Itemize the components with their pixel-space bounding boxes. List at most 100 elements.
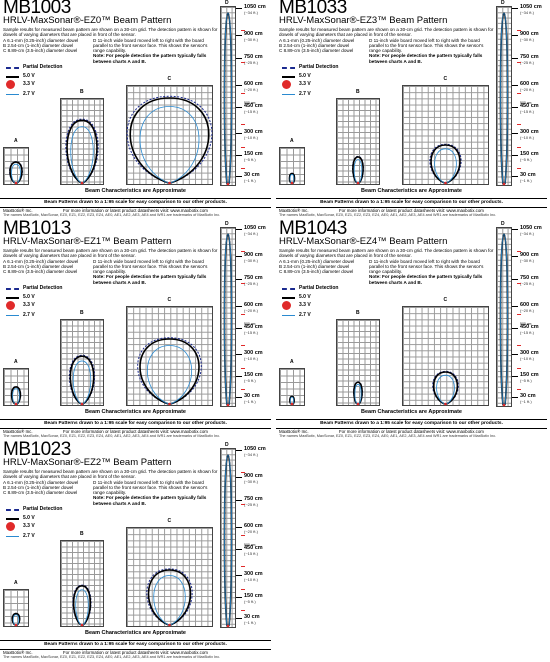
sensor-position-icon: [226, 182, 230, 186]
dowel-list: A 6.1-mm (0.25-inch) diameter dowel B 2.5…: [3, 259, 218, 285]
legend-27v-label: 2.7 V: [299, 91, 311, 97]
scale-label: 30 cm (~1 ft.): [520, 393, 536, 404]
scale-cm: 1050 cm: [520, 225, 542, 231]
more-info-link[interactable]: For more information or latest product d…: [63, 429, 208, 434]
sensor-position-icon: [444, 181, 447, 185]
scale-ft: (~15 ft.): [520, 330, 534, 335]
beam-5v-outline: [352, 156, 364, 184]
description-main: Sample results for measured beam pattern…: [3, 27, 218, 38]
beam-shape-c: [432, 370, 459, 406]
scale-cm: 300 cm: [244, 350, 263, 356]
scale-tick: [236, 477, 242, 478]
grid-label-d: D: [501, 221, 505, 227]
scale-tick: [236, 618, 242, 619]
grid-label-b: B: [80, 89, 84, 95]
beam-shape-b: [65, 118, 99, 185]
scale-label: 300 cm (~10 ft.): [244, 129, 263, 140]
scale-tick: [512, 354, 518, 355]
dowel-d: D 11-inch wide board moved left to right…: [369, 258, 484, 275]
legend-partial-label: Partial Detection: [23, 285, 63, 291]
scale-tick: [512, 35, 518, 36]
beam-pattern-panel: MB1043 HRLV-MaxSonar®-EZ4™ Beam Pattern Sa…: [276, 219, 547, 440]
scale-label: 150 cm (~5 ft.): [244, 151, 263, 162]
sensor-position-icon: [14, 181, 18, 185]
company-name: MaxBotix® Inc.: [3, 208, 33, 213]
dowel-a: A 6.1-mm (0.25-inch) diameter dowel: [3, 37, 79, 43]
scale-ft: (~20 ft.): [520, 87, 534, 92]
more-info-link[interactable]: For more information or latest product d…: [339, 208, 484, 213]
scale-tick: [236, 229, 242, 230]
dowel-b: B 2.54-cm (1-inch) diameter dowel: [279, 263, 350, 269]
more-info-link[interactable]: For more information or latest product d…: [339, 429, 484, 434]
range-marker: [517, 168, 521, 169]
scale-tick: [236, 35, 242, 36]
beam-5v-outline: [69, 355, 95, 405]
scale-label: 750 cm (~25 ft.): [244, 496, 263, 507]
dowel-col-left: A 6.1-mm (0.25-inch) diameter dowel B 2.5…: [279, 259, 369, 285]
more-info-link[interactable]: For more information or latest product d…: [63, 650, 208, 655]
beam-5v-outline: [430, 144, 461, 184]
range-marker: [241, 283, 245, 284]
scale-tick: [236, 376, 242, 377]
scale-cm: 450 cm: [520, 324, 539, 330]
scale-note: Beam Patterns drawn to a 1:95 scale for …: [276, 419, 547, 429]
scale-cm: 150 cm: [520, 151, 539, 157]
beam-shape-d: [499, 233, 509, 407]
characteristics-caption: Beam Characteristics are Approximate: [85, 188, 186, 194]
dowel-d: D 11-inch wide board moved left to right…: [93, 479, 208, 496]
legend-5v-label: 5.0 V: [23, 73, 35, 79]
description-main: Sample results for measured beam pattern…: [3, 248, 218, 259]
range-marker: [517, 345, 521, 346]
range-marker: [241, 62, 245, 63]
scale-ft: (~34 ft.): [244, 231, 258, 236]
dowel-list: A 6.1-mm (0.25-inch) diameter dowel B 2.5…: [3, 480, 218, 506]
scale-cm: 600 cm: [244, 302, 263, 308]
partial-swatch: [6, 288, 19, 290]
sensor-position-icon: [502, 182, 506, 186]
beam-27v-outline: [147, 345, 192, 405]
scale-note: Beam Patterns drawn to a 1:95 scale for …: [0, 198, 271, 208]
scale-tick: [512, 133, 518, 134]
trademark-notice: The names MaxBotix, MaxSonar, EZ0, EZ1, …: [279, 434, 497, 438]
scale-tick: [236, 176, 242, 177]
scale-ft: (~30 ft.): [244, 479, 258, 484]
scale-ft: (~5 ft.): [520, 378, 532, 383]
beam-shape-b: [69, 354, 95, 406]
range-marker: [241, 610, 245, 611]
beam-27v-outline: [11, 163, 21, 184]
pattern-subtitle: HRLV-MaxSonar®-EZ2™ Beam Pattern: [3, 457, 172, 468]
33v-dot-icon: [6, 522, 15, 531]
grid-label-d: D: [225, 0, 229, 6]
scale-label: 600 cm (~20 ft.): [520, 302, 539, 313]
people-note: Note: For people detection the pattern t…: [369, 274, 483, 285]
scale-ft: (~5 ft.): [244, 599, 256, 604]
grid-label-b: B: [356, 310, 360, 316]
scale-label: 30 cm (~1 ft.): [244, 172, 260, 183]
range-marker: [241, 504, 245, 505]
dowel-col-left: A 6.1-mm (0.25-inch) diameter dowel B 2.5…: [279, 38, 369, 64]
more-info-link[interactable]: For more information or latest product d…: [63, 208, 208, 213]
dowel-col-right: D 11-inch wide board moved left to right…: [369, 259, 494, 285]
scale-label: 750 cm (~25 ft.): [244, 275, 263, 286]
scale-tick: [236, 306, 242, 307]
grid-label-d: D: [225, 442, 229, 448]
dowel-c: C 8.89-cm (3.5-inch) diameter dowel: [279, 269, 354, 275]
scale-tick: [236, 107, 242, 108]
sensor-position-icon: [226, 624, 230, 628]
scale-cm: 300 cm: [244, 129, 263, 135]
grid-label-c: C: [167, 76, 172, 82]
beam-5v-outline: [9, 161, 23, 184]
beam-27v-outline: [289, 174, 295, 184]
beam-grid-a: [3, 589, 29, 627]
27v-swatch: [6, 536, 19, 537]
scale-cm: 150 cm: [244, 151, 263, 157]
scale-tick: [512, 279, 518, 280]
scale-label: 600 cm (~20 ft.): [244, 81, 263, 92]
beam-grid-c: [402, 85, 489, 185]
legend-5v-label: 5.0 V: [299, 73, 311, 79]
scale-label: 1050 cm (~34 ft.): [520, 225, 542, 236]
beam-pattern-panel: MB1033 HRLV-MaxSonar®-EZ3™ Beam Pattern Sa…: [276, 0, 547, 219]
scale-label: 450 cm (~15 ft.): [244, 103, 263, 114]
pattern-description: Sample results for measured beam pattern…: [279, 27, 494, 64]
scale-cm: 300 cm: [244, 571, 263, 577]
